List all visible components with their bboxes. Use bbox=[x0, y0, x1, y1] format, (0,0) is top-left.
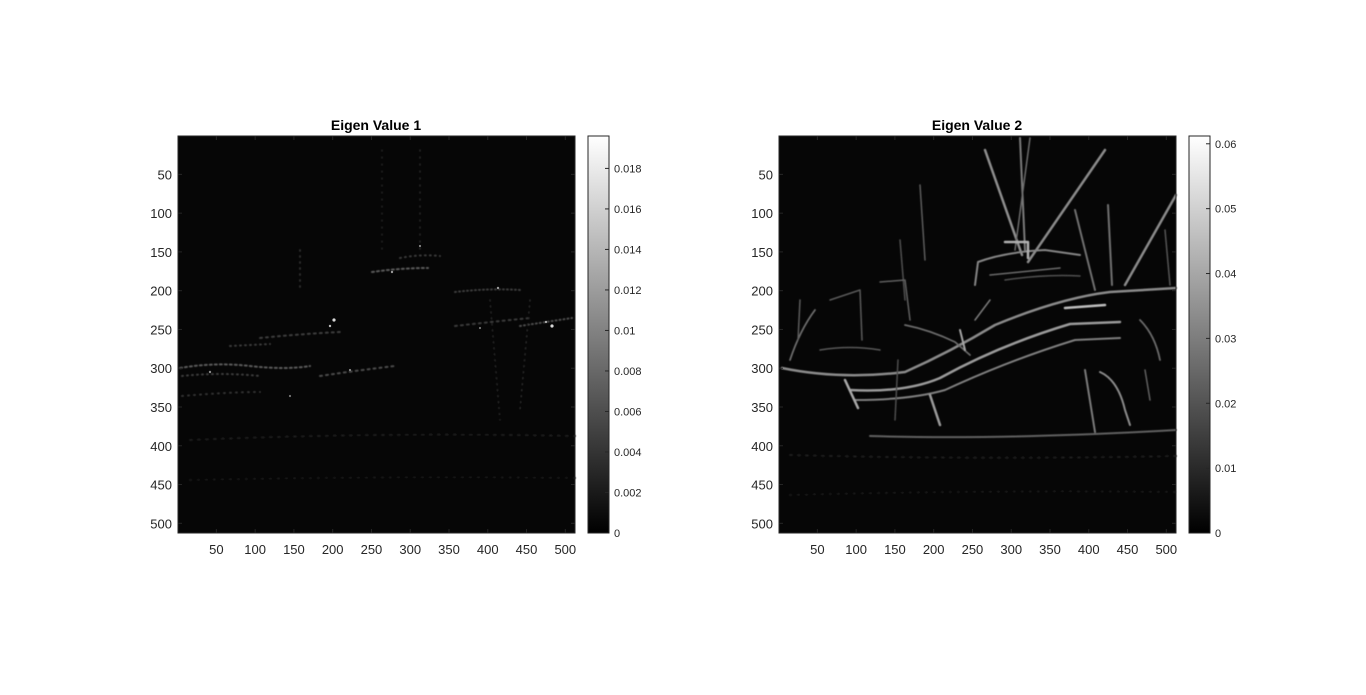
x-tick-label: 450 bbox=[516, 542, 538, 557]
x-tick-label: 400 bbox=[477, 542, 499, 557]
y-tick-label: 350 bbox=[751, 400, 773, 415]
y-tick-label: 350 bbox=[150, 400, 172, 415]
y-tick-label: 250 bbox=[150, 322, 172, 337]
x-tick-label: 500 bbox=[1155, 542, 1177, 557]
y-tick-label: 100 bbox=[150, 206, 172, 221]
y-tick-label: 400 bbox=[751, 439, 773, 454]
x-tick-label: 350 bbox=[1039, 542, 1061, 557]
colorbar-1: 0 0.002 0.004 0.006 0.008 0.01 0.012 0.014 0.016… bbox=[588, 136, 642, 540]
x-tick-label: 350 bbox=[438, 542, 460, 557]
colorbar-tick-label: 0.01 bbox=[1215, 463, 1236, 475]
colorbar-tick-label: 0.006 bbox=[614, 406, 642, 418]
y-tick-label: 150 bbox=[751, 245, 773, 260]
heatmap-image-1 bbox=[178, 136, 575, 533]
chart-title-1: Eigen Value 1 bbox=[331, 117, 421, 133]
y-tick-label: 500 bbox=[751, 516, 773, 531]
colorbar-2: 0 0.01 0.02 0.03 0.04 0.05 0.06 bbox=[1189, 136, 1236, 540]
x-tick-label: 200 bbox=[322, 542, 344, 557]
colorbar-gradient-2 bbox=[1189, 136, 1210, 533]
colorbar-tick-label: 0.018 bbox=[614, 163, 642, 175]
x-tick-label: 100 bbox=[244, 542, 266, 557]
x-tick-label: 50 bbox=[810, 542, 824, 557]
heatmap-image-2 bbox=[779, 136, 1176, 533]
y-tick-label: 500 bbox=[150, 516, 172, 531]
colorbar-tick-label: 0.002 bbox=[614, 487, 642, 499]
colorbar-tick-label: 0 bbox=[1215, 528, 1221, 540]
x-tick-label: 300 bbox=[1000, 542, 1022, 557]
colorbar-tick-label: 0.03 bbox=[1215, 333, 1236, 345]
x-tick-label: 200 bbox=[923, 542, 945, 557]
y-tick-label: 300 bbox=[150, 361, 172, 376]
x-tick-label: 400 bbox=[1078, 542, 1100, 557]
x-tick-label: 50 bbox=[209, 542, 223, 557]
chart-title-2: Eigen Value 2 bbox=[932, 117, 1022, 133]
colorbar-tick-label: 0.012 bbox=[614, 285, 642, 297]
y-tick-label: 50 bbox=[759, 167, 773, 182]
y-tick-label: 250 bbox=[751, 322, 773, 337]
colorbar-tick-label: 0.016 bbox=[614, 204, 642, 216]
x-tick-label: 250 bbox=[361, 542, 383, 557]
colorbar-tick-label: 0 bbox=[614, 528, 620, 540]
colorbar-tick-label: 0.04 bbox=[1215, 269, 1236, 281]
colorbar-tick-label: 0.004 bbox=[614, 447, 642, 459]
x-tick-label: 150 bbox=[884, 542, 906, 557]
y-tick-label: 400 bbox=[150, 439, 172, 454]
x-tick-label: 250 bbox=[962, 542, 984, 557]
colorbar-gradient-1 bbox=[588, 136, 609, 533]
x-tick-label: 100 bbox=[845, 542, 867, 557]
colorbar-tick-label: 0.01 bbox=[614, 325, 635, 337]
y-tick-label: 450 bbox=[751, 478, 773, 493]
x-tick-label: 300 bbox=[399, 542, 421, 557]
colorbar-ticks-1: 0 0.002 0.004 0.006 0.008 0.01 0.012 0.014 0.016… bbox=[605, 163, 642, 540]
x-tick-label: 150 bbox=[283, 542, 305, 557]
y-tick-label: 200 bbox=[150, 284, 172, 299]
colorbar-tick-label: 0.02 bbox=[1215, 398, 1236, 410]
colorbar-tick-label: 0.05 bbox=[1215, 204, 1236, 216]
colorbar-ticks-2: 0 0.01 0.02 0.03 0.04 0.05 0.06 bbox=[1206, 139, 1236, 540]
y-tick-label: 100 bbox=[751, 206, 773, 221]
panel-eigen-value-1: Eigen Value 1 bbox=[150, 117, 641, 557]
y-tick-label: 450 bbox=[150, 478, 172, 493]
colorbar-tick-label: 0.06 bbox=[1215, 139, 1236, 151]
colorbar-tick-label: 0.014 bbox=[614, 244, 642, 256]
x-tick-label: 450 bbox=[1117, 542, 1139, 557]
colorbar-tick-label: 0.008 bbox=[614, 366, 642, 378]
y-tick-label: 300 bbox=[751, 361, 773, 376]
y-tick-label: 150 bbox=[150, 245, 172, 260]
panel-eigen-value-2: Eigen Value 2 bbox=[751, 117, 1236, 557]
x-tick-label: 500 bbox=[554, 542, 576, 557]
y-tick-label: 200 bbox=[751, 284, 773, 299]
y-tick-label: 50 bbox=[158, 167, 172, 182]
heatmap-background-1 bbox=[178, 136, 575, 533]
